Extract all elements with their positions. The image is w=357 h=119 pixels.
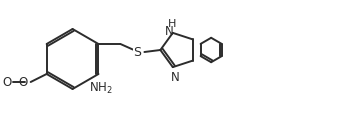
Text: H: H <box>167 19 176 29</box>
Text: S: S <box>134 47 141 60</box>
Text: O: O <box>2 75 12 89</box>
Text: N: N <box>170 71 179 84</box>
Text: O: O <box>19 77 28 89</box>
Text: N: N <box>165 25 173 38</box>
Text: NH$_2$: NH$_2$ <box>89 81 112 96</box>
